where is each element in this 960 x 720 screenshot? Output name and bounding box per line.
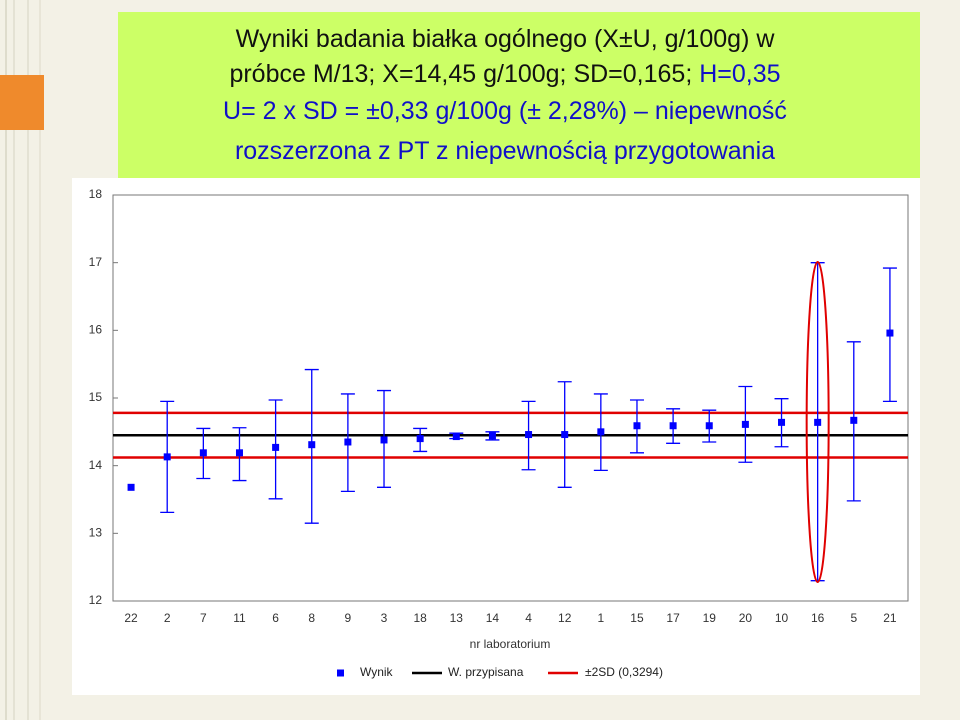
title-segment: rozszerzona z PT z niepewnością przygoto…	[235, 137, 775, 165]
x-tick-label: 15	[630, 611, 644, 625]
y-tick-label: 16	[89, 323, 103, 337]
legend-label: W. przypisana	[448, 665, 524, 679]
point	[235, 449, 243, 457]
point	[163, 453, 171, 461]
point	[741, 420, 749, 428]
point	[669, 422, 677, 430]
x-tick-label: 10	[775, 611, 789, 625]
title-line: Wyniki badania białka ogólnego (X±U, g/1…	[236, 25, 776, 53]
point	[344, 438, 352, 446]
x-tick-label: 22	[124, 611, 138, 625]
x-tick-label: 3	[381, 611, 388, 625]
x-tick-label: 17	[666, 611, 680, 625]
legend-marker	[337, 669, 344, 677]
title-segment: H=0,35	[699, 60, 780, 88]
point	[886, 329, 894, 337]
x-tick-label: 1	[597, 611, 604, 625]
point	[597, 428, 605, 436]
point	[452, 433, 460, 441]
accent-block	[0, 75, 44, 130]
point	[199, 449, 207, 457]
x-tick-label: 6	[272, 611, 279, 625]
title: Wyniki badania białka ogólnego (X±U, g/1…	[223, 25, 787, 165]
x-tick-label: 11	[233, 611, 246, 625]
legend-label: Wynik	[360, 665, 394, 679]
y-tick-label: 13	[89, 526, 103, 540]
x-axis-label: nr laboratorium	[470, 637, 551, 651]
y-tick-label: 17	[89, 255, 103, 269]
point	[778, 418, 786, 426]
point	[308, 441, 316, 449]
title-line: próbce M/13; X=14,45 g/100g; SD=0,165; H…	[229, 60, 780, 88]
x-tick-label: 21	[883, 611, 897, 625]
highlight-ellipse	[805, 261, 830, 583]
point	[380, 436, 388, 444]
point	[561, 431, 569, 439]
x-tick-label: 7	[200, 611, 207, 625]
legend-label: ±2SD (0,3294)	[585, 665, 663, 679]
x-tick-label: 5	[850, 611, 857, 625]
point	[416, 435, 424, 443]
x-tick-label: 12	[558, 611, 572, 625]
point	[488, 432, 496, 440]
x-tick-label: 9	[345, 611, 352, 625]
point	[814, 418, 822, 426]
point	[705, 422, 713, 430]
title-segment: Wyniki badania białka ogólnego (X±U, g/1…	[236, 25, 776, 53]
chart-panel	[72, 178, 920, 695]
x-tick-label: 20	[739, 611, 753, 625]
title-segment: U= 2 x SD = ±0,33 g/100g (± 2,28%) – nie…	[223, 97, 787, 125]
x-tick-label: 18	[413, 611, 427, 625]
point	[633, 422, 641, 430]
title-line: U= 2 x SD = ±0,33 g/100g (± 2,28%) – nie…	[223, 97, 787, 125]
title-line: rozszerzona z PT z niepewnością przygoto…	[235, 137, 775, 165]
point	[525, 431, 533, 439]
x-tick-label: 13	[450, 611, 464, 625]
title-segment: próbce M/13; X=14,45 g/100g; SD=0,165;	[229, 60, 699, 88]
x-tick-label: 19	[703, 611, 717, 625]
y-tick-label: 14	[89, 458, 103, 472]
point	[850, 416, 858, 424]
x-tick-label: 2	[164, 611, 171, 625]
y-tick-label: 15	[89, 390, 103, 404]
x-tick-label: 16	[811, 611, 825, 625]
title-box	[118, 12, 920, 178]
y-tick-label: 18	[89, 187, 103, 201]
point	[127, 483, 135, 491]
x-tick-label: 8	[308, 611, 315, 625]
x-tick-label: 14	[486, 611, 500, 625]
x-tick-label: 4	[525, 611, 532, 625]
point	[272, 443, 280, 451]
y-tick-label: 12	[89, 593, 103, 607]
